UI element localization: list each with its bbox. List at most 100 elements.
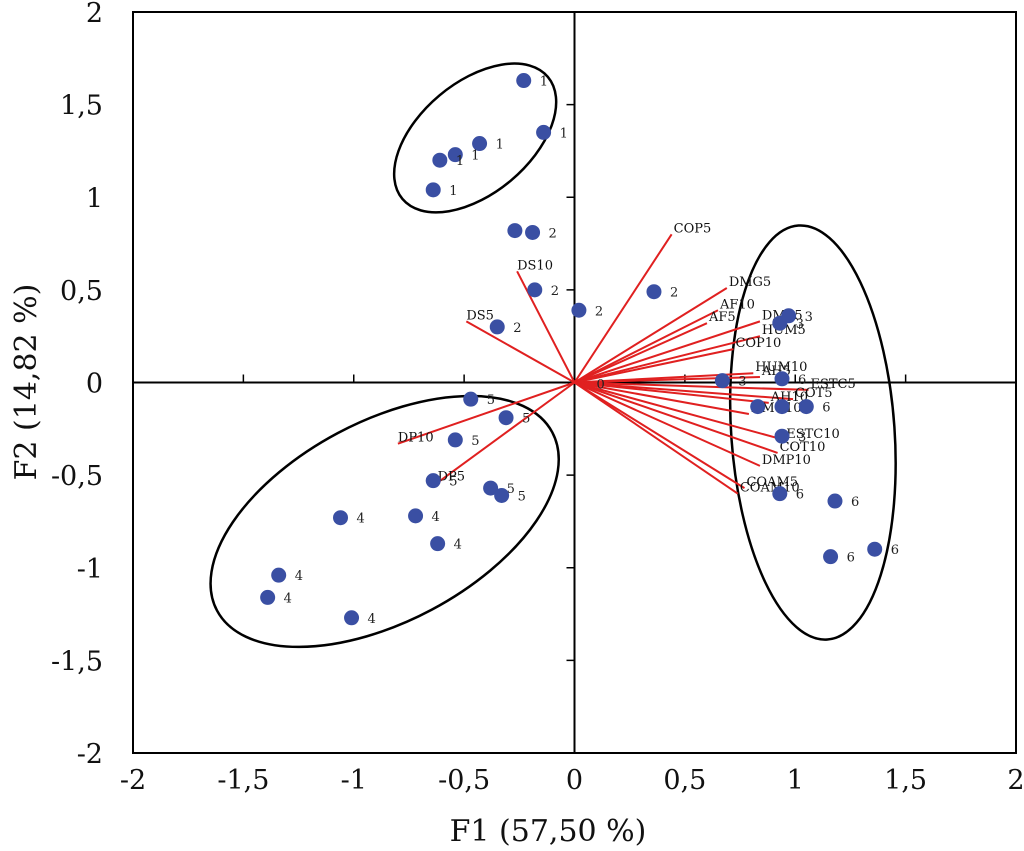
loading-vector-dmg10: [574, 381, 750, 415]
vector-label-cot5: COT5: [795, 386, 833, 401]
point-label: 6: [847, 551, 855, 566]
observation-point-group-1: [425, 182, 441, 198]
loading-vector-cop10: [574, 348, 734, 384]
observation-point-group-5: [483, 480, 499, 496]
x-tick-label: 0,5: [663, 765, 706, 796]
observation-point-group-1: [447, 147, 463, 163]
observation-point-group-6: [867, 541, 883, 557]
point-label: 3: [798, 430, 806, 445]
loading-vector-dp5: [437, 381, 576, 484]
point-label: 3: [796, 317, 804, 332]
vector-label-cop10: COP10: [735, 336, 781, 351]
point-label: 6: [851, 495, 859, 510]
observation-point-group-4: [430, 536, 446, 552]
vector-label-cot10: COT10: [780, 440, 826, 455]
observation-point-group-4: [408, 508, 424, 524]
vector-label-af5: AF5: [708, 310, 736, 325]
point-label: 5: [487, 393, 495, 408]
point-label: 4: [357, 512, 365, 527]
vector-label-estc5: ESTC5: [810, 377, 855, 392]
point-label: 1: [449, 184, 457, 199]
point-label: 6: [891, 543, 899, 558]
loading-vector-dmg5: [573, 287, 728, 384]
point-label: 5: [471, 434, 479, 449]
loading-vector-hum5: [574, 335, 761, 384]
y-tick-label: 1,5: [60, 91, 103, 122]
loading-vector-dmp10: [574, 381, 761, 467]
observation-point-group-3: [774, 428, 790, 444]
vector-label-ds10: DS10: [517, 258, 553, 273]
vectors-group: COP5DS10DS5DP10DP5DMG5AF10AF5DMP5HUM5COP…: [397, 221, 856, 496]
loading-vector-estc10: [574, 381, 785, 441]
observation-point-group-1: [516, 73, 532, 89]
observation-point-group-6: [827, 493, 843, 509]
observation-point-group-2: [525, 224, 541, 240]
point-label: 1: [540, 75, 548, 90]
y-tick-label: 0: [86, 369, 103, 400]
y-tick-label: -1,5: [51, 646, 103, 677]
vector-label-ds5: DS5: [466, 308, 494, 323]
observation-point-group-3: [774, 399, 790, 415]
observation-point-group-5: [447, 432, 463, 448]
observation-point-group-2: [527, 282, 543, 298]
point-label: 5: [518, 490, 526, 505]
x-tick-label: 1,5: [884, 765, 927, 796]
observation-point-group-2: [646, 284, 662, 300]
point-label: 2: [549, 226, 557, 241]
loading-vector-estc5: [574, 381, 809, 391]
loading-vector-af10: [574, 309, 719, 384]
point-label: 2: [513, 321, 521, 336]
point-label: 3: [805, 310, 813, 325]
point-label: 4: [295, 569, 303, 584]
vector-label-hum5: HUM5: [762, 323, 806, 338]
point-label: 1: [471, 149, 479, 164]
loading-vector-cot5: [574, 381, 794, 401]
point-label: 3: [738, 375, 746, 390]
observation-point-group-4: [271, 567, 287, 583]
vector-label-estc10: ESTC10: [786, 427, 840, 442]
points-group: 11111122222233333555555444444666666: [260, 73, 899, 627]
point-label: 1: [456, 154, 464, 169]
point-label: 2: [595, 304, 603, 319]
x-tick-label: 1: [787, 765, 804, 796]
point-label: 5: [522, 412, 530, 427]
observation-point-group-3: [781, 308, 797, 324]
vector-label-dp10: DP10: [398, 431, 434, 446]
x-tick-label: -1,5: [217, 765, 269, 796]
observation-point-group-4: [344, 610, 360, 626]
x-tick-label: 0: [566, 765, 583, 796]
loading-vector-ds10: [516, 270, 576, 383]
observation-point-group-5: [463, 391, 479, 407]
x-tick-label: -2: [120, 765, 146, 796]
y-tick-label: -0,5: [51, 461, 103, 492]
vector-label-hum10: HUM10: [755, 360, 807, 375]
observation-point-group-5: [425, 473, 441, 489]
point-label: 6: [796, 488, 804, 503]
observation-point-group-x: [750, 399, 766, 415]
loading-vector-ds5: [465, 320, 575, 384]
loading-vector-cop5: [573, 233, 673, 384]
point-label: 2: [551, 284, 559, 299]
point-label: 4: [368, 612, 376, 627]
y-tick-label: 1: [86, 183, 103, 214]
observation-point-group-2: [507, 223, 523, 239]
vector-label-coam10: COAM10: [740, 481, 800, 496]
observation-point-group-4: [260, 589, 276, 605]
vector-label-coam5: COAM5: [746, 475, 798, 490]
observation-point-group-4: [333, 510, 349, 526]
y-tick-label: -1: [77, 554, 103, 585]
x-tick-label: -0,5: [438, 765, 490, 796]
vector-label-cop5: COP5: [674, 221, 712, 236]
point-label: 6: [798, 373, 806, 388]
loading-vector-ah10: [574, 381, 769, 404]
loading-vector-dp10: [397, 381, 575, 445]
y-tick-label: -2: [77, 739, 103, 770]
point-label: 2: [670, 286, 678, 301]
x-axis-title: F1 (57,50 %): [450, 814, 647, 849]
vector-label-af10: AF10: [719, 297, 755, 312]
x-tick-label: 2: [1007, 765, 1024, 796]
group-ellipse-1: [392, 62, 558, 214]
loading-vector-cot10: [574, 381, 778, 454]
observation-point-group-3: [714, 373, 730, 389]
point-label: 6: [822, 401, 830, 416]
